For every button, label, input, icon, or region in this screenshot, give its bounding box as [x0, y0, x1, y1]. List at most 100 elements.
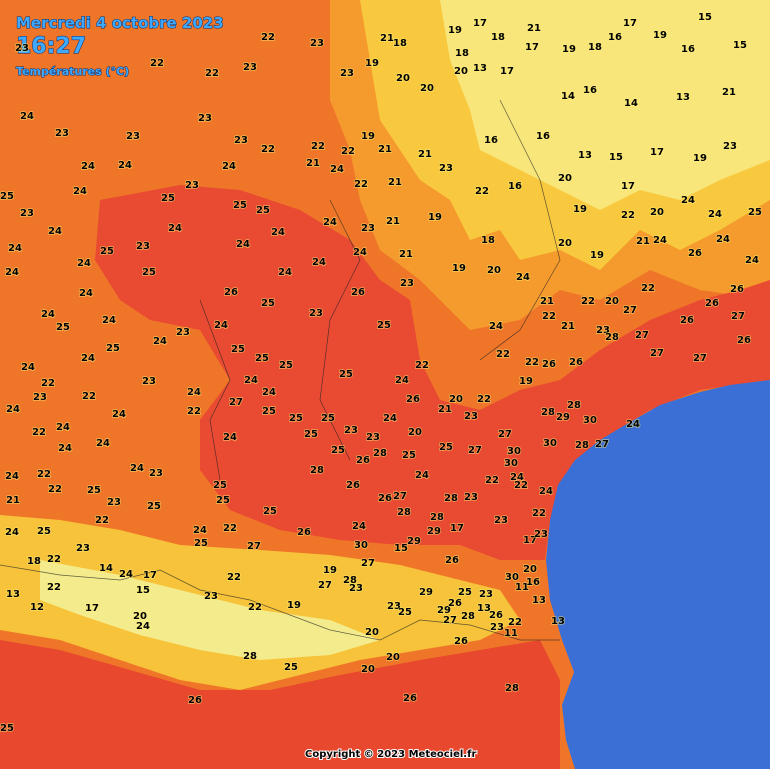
station-temperature: 19	[562, 44, 576, 55]
station-temperature: 20	[650, 207, 664, 218]
station-temperature: 15	[609, 152, 623, 163]
station-temperature: 23	[310, 38, 324, 49]
station-temperature: 25	[256, 205, 270, 216]
station-temperature: 27	[635, 330, 649, 341]
station-temperature: 24	[244, 375, 258, 386]
station-temperature: 17	[143, 570, 157, 581]
station-temperature: 27	[650, 348, 664, 359]
station-temperature: 25	[37, 526, 51, 537]
station-temperature: 24	[48, 226, 62, 237]
station-temperature: 25	[439, 442, 453, 453]
station-temperature: 28	[243, 651, 257, 662]
station-temperature: 26	[351, 287, 365, 298]
station-temperature: 26	[224, 287, 238, 298]
station-temperature: 23	[400, 278, 414, 289]
station-temperature: 25	[0, 723, 14, 734]
station-temperature: 16	[583, 85, 597, 96]
station-temperature: 22	[248, 602, 262, 613]
station-temperature: 23	[76, 543, 90, 554]
station-temperature: 22	[354, 179, 368, 190]
station-temperature: 13	[551, 616, 565, 627]
station-temperature: 28	[310, 465, 324, 476]
station-temperature: 27	[468, 445, 482, 456]
station-temperature: 30	[505, 572, 519, 583]
station-temperature: 23	[15, 43, 29, 54]
station-temperature: 25	[284, 662, 298, 673]
station-temperature: 26	[445, 555, 459, 566]
station-temperature: 22	[496, 349, 510, 360]
station-temperature: 28	[430, 512, 444, 523]
station-temperature: 26	[448, 598, 462, 609]
station-temperature: 24	[58, 443, 72, 454]
station-temperature: 20	[454, 66, 468, 77]
station-temperature: 24	[323, 217, 337, 228]
station-temperature: 24	[56, 422, 70, 433]
station-temperature: 26	[737, 335, 751, 346]
station-temperature: 24	[653, 235, 667, 246]
station-temperature: 25	[289, 413, 303, 424]
station-temperature: 25	[402, 450, 416, 461]
station-temperature: 30	[583, 415, 597, 426]
station-temperature: 22	[525, 357, 539, 368]
station-temperature: 19	[287, 600, 301, 611]
date: Mercredi 4 octobre 2023	[16, 14, 224, 32]
station-temperature: 24	[187, 387, 201, 398]
station-temperature: 24	[510, 472, 524, 483]
station-temperature: 27	[731, 311, 745, 322]
station-temperature: 20	[487, 265, 501, 276]
station-temperature: 22	[37, 469, 51, 480]
station-temperature: 28	[397, 507, 411, 518]
station-temperature: 23	[33, 392, 47, 403]
station-temperature: 17	[621, 181, 635, 192]
station-temperature: 24	[745, 255, 759, 266]
station-temperature: 23	[234, 135, 248, 146]
station-temperature: 22	[47, 554, 61, 565]
station-temperature: 23	[107, 497, 121, 508]
station-temperature: 25	[100, 246, 114, 257]
time: 16:27	[16, 34, 86, 59]
station-temperature: 19	[452, 263, 466, 274]
station-temperature: 15	[136, 585, 150, 596]
station-temperature: 21	[527, 23, 541, 34]
station-temperature: 23	[534, 529, 548, 540]
station-temperature: 20	[523, 564, 537, 575]
station-temperature: 27	[247, 541, 261, 552]
station-temperature: 16	[608, 32, 622, 43]
station-temperature: 17	[500, 66, 514, 77]
station-temperature: 25	[216, 495, 230, 506]
station-temperature: 26	[680, 315, 694, 326]
station-temperature: 24	[5, 471, 19, 482]
station-temperature: 23	[464, 492, 478, 503]
station-temperature: 25	[458, 587, 472, 598]
station-temperature: 22	[32, 427, 46, 438]
station-temperature: 24	[5, 527, 19, 538]
station-temperature: 21	[380, 33, 394, 44]
station-temperature: 23	[349, 583, 363, 594]
station-temperature: 28	[373, 448, 387, 459]
south-hot-zone	[0, 640, 560, 769]
station-temperature: 22	[261, 32, 275, 43]
station-temperature: 20	[386, 652, 400, 663]
station-temperature: 22	[223, 523, 237, 534]
station-temperature: 14	[561, 91, 575, 102]
station-temperature: 24	[716, 234, 730, 245]
station-temperature: 22	[311, 141, 325, 152]
station-temperature: 22	[82, 391, 96, 402]
station-temperature: 30	[504, 458, 518, 469]
station-temperature: 22	[477, 394, 491, 405]
station-temperature: 28	[541, 407, 555, 418]
copyright: Copyright © 2023 Meteociel.fr	[305, 749, 476, 760]
station-temperature: 24	[539, 486, 553, 497]
station-temperature: 25	[106, 343, 120, 354]
station-temperature: 23	[149, 468, 163, 479]
station-temperature: 15	[698, 12, 712, 23]
station-temperature: 29	[437, 605, 451, 616]
station-temperature: 14	[99, 563, 113, 574]
station-temperature: 25	[263, 506, 277, 517]
station-temperature: 22	[641, 283, 655, 294]
station-temperature: 25	[161, 193, 175, 204]
station-temperature: 25	[147, 501, 161, 512]
station-temperature: 23	[479, 589, 493, 600]
station-temperature: 26	[569, 357, 583, 368]
